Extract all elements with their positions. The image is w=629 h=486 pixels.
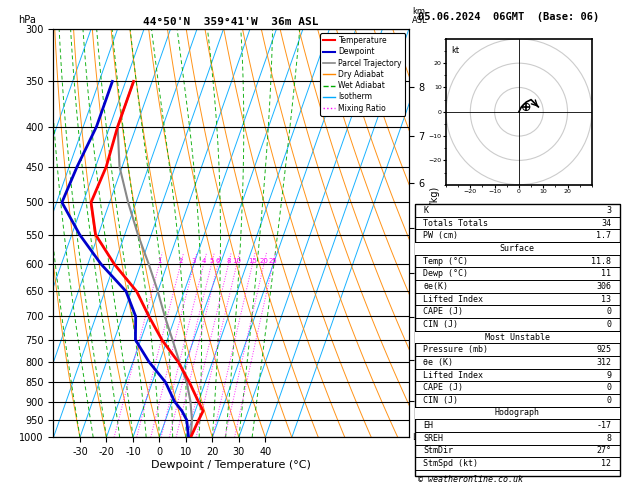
Text: Surface: Surface bbox=[500, 244, 535, 253]
Text: 1: 1 bbox=[157, 258, 162, 264]
Text: StmSpd (kt): StmSpd (kt) bbox=[423, 459, 478, 468]
Text: K: K bbox=[423, 206, 428, 215]
Text: 4: 4 bbox=[201, 258, 206, 264]
Text: 13: 13 bbox=[601, 295, 611, 304]
Text: 25: 25 bbox=[269, 258, 277, 264]
Text: 0: 0 bbox=[606, 307, 611, 316]
Text: km
ASL: km ASL bbox=[413, 7, 428, 25]
Text: kt: kt bbox=[451, 46, 459, 55]
Text: CAPE (J): CAPE (J) bbox=[423, 307, 464, 316]
Text: 9: 9 bbox=[606, 370, 611, 380]
Text: Lifted Index: Lifted Index bbox=[423, 370, 483, 380]
Text: 5: 5 bbox=[209, 258, 214, 264]
Text: 27°: 27° bbox=[596, 447, 611, 455]
Text: 0: 0 bbox=[606, 383, 611, 392]
Text: 8: 8 bbox=[606, 434, 611, 443]
Text: StmDir: StmDir bbox=[423, 447, 454, 455]
Text: SREH: SREH bbox=[423, 434, 443, 443]
Text: 34: 34 bbox=[601, 219, 611, 227]
Text: 1.7: 1.7 bbox=[596, 231, 611, 240]
Text: 05.06.2024  06GMT  (Base: 06): 05.06.2024 06GMT (Base: 06) bbox=[418, 12, 599, 22]
Text: θe (K): θe (K) bbox=[423, 358, 454, 367]
Text: 0: 0 bbox=[606, 320, 611, 329]
Text: 925: 925 bbox=[596, 345, 611, 354]
Text: Temp (°C): Temp (°C) bbox=[423, 257, 469, 265]
Bar bbox=[415, 330, 620, 344]
Bar bbox=[415, 407, 620, 419]
X-axis label: Dewpoint / Temperature (°C): Dewpoint / Temperature (°C) bbox=[151, 460, 311, 470]
Text: -17: -17 bbox=[596, 421, 611, 430]
Text: Dewp (°C): Dewp (°C) bbox=[423, 269, 469, 278]
Text: 11.8: 11.8 bbox=[591, 257, 611, 265]
Text: 312: 312 bbox=[596, 358, 611, 367]
Bar bbox=[415, 242, 620, 255]
Text: θe(K): θe(K) bbox=[423, 282, 448, 291]
Text: 8: 8 bbox=[226, 258, 231, 264]
Text: 0: 0 bbox=[606, 396, 611, 405]
Text: 15: 15 bbox=[248, 258, 257, 264]
Text: Lifted Index: Lifted Index bbox=[423, 295, 483, 304]
Text: PW (cm): PW (cm) bbox=[423, 231, 459, 240]
Text: 3: 3 bbox=[192, 258, 196, 264]
Title: 44°50'N  359°41'W  36m ASL: 44°50'N 359°41'W 36m ASL bbox=[143, 17, 319, 27]
Text: 3: 3 bbox=[606, 206, 611, 215]
Text: 306: 306 bbox=[596, 282, 611, 291]
Text: 2: 2 bbox=[179, 258, 183, 264]
Text: 20: 20 bbox=[259, 258, 269, 264]
Text: Hodograph: Hodograph bbox=[495, 409, 540, 417]
Text: CAPE (J): CAPE (J) bbox=[423, 383, 464, 392]
Text: Totals Totals: Totals Totals bbox=[423, 219, 488, 227]
Text: 6: 6 bbox=[216, 258, 220, 264]
Text: hPa: hPa bbox=[18, 15, 36, 25]
Text: CIN (J): CIN (J) bbox=[423, 396, 459, 405]
Text: 10: 10 bbox=[232, 258, 242, 264]
Text: 11: 11 bbox=[601, 269, 611, 278]
Text: 12: 12 bbox=[601, 459, 611, 468]
Text: LCL: LCL bbox=[413, 433, 428, 442]
Text: Most Unstable: Most Unstable bbox=[485, 332, 550, 342]
Text: Pressure (mb): Pressure (mb) bbox=[423, 345, 488, 354]
Text: CIN (J): CIN (J) bbox=[423, 320, 459, 329]
Legend: Temperature, Dewpoint, Parcel Trajectory, Dry Adiabat, Wet Adiabat, Isotherm, Mi: Temperature, Dewpoint, Parcel Trajectory… bbox=[320, 33, 405, 116]
Text: EH: EH bbox=[423, 421, 433, 430]
Text: © weatheronline.co.uk: © weatheronline.co.uk bbox=[418, 474, 523, 484]
Y-axis label: Mixing Ratio (g/kg): Mixing Ratio (g/kg) bbox=[430, 187, 440, 279]
